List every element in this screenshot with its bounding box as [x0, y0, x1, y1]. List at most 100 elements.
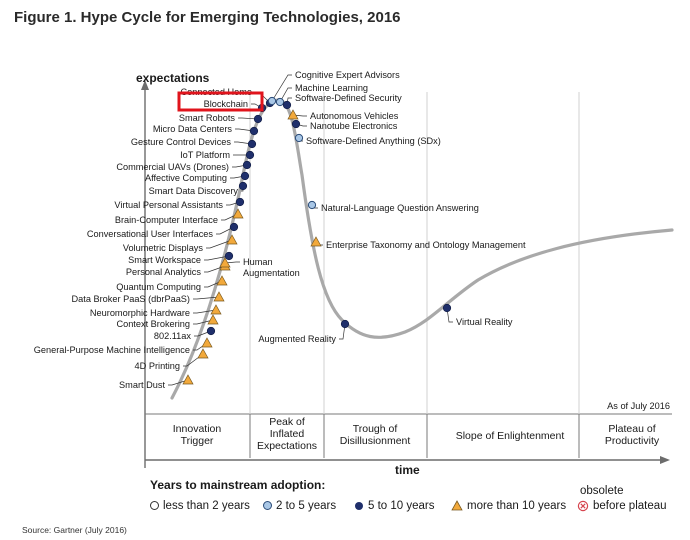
- legend-label: before plateau: [593, 500, 667, 513]
- circle-marker-software-defined-anything-sdx: [294, 133, 304, 143]
- tech-label-volumetric-displays: Volumetric Displays: [123, 243, 204, 253]
- tech-label-quantum-computing: Quantum Computing: [116, 282, 201, 292]
- tech-label-802-11ax: 802.11ax: [154, 331, 192, 341]
- circle-marker-micro-data-centers: [249, 126, 259, 136]
- legend-item-2-to-5: 2 to 5 years: [263, 500, 336, 512]
- phase-label-4: Slope of Enlightenment: [456, 430, 565, 442]
- triangle-marker-volumetric-displays: [226, 234, 238, 245]
- orange-triangle-icon: [451, 500, 463, 511]
- tech-label-smart-data-discovery: Smart Data Discovery: [149, 186, 239, 196]
- tech-label-iot-platform: IoT Platform: [180, 150, 230, 160]
- circle-marker-virtual-reality: [442, 303, 452, 313]
- legend-label: less than 2 years: [163, 500, 250, 512]
- legend-item-5-to-10: 5 to 10 years: [355, 500, 434, 512]
- phase-label-2: Peak of: [269, 416, 305, 428]
- phase-label-3: Trough of: [353, 423, 398, 435]
- triangle-marker-brain-computer-interface: [232, 208, 244, 219]
- triangle-marker-4d-printing: [197, 348, 209, 359]
- circle-marker-cognitive-expert-advisors: [267, 96, 277, 106]
- circle-marker-augmented-reality: [340, 319, 350, 329]
- triangle-marker-enterprise-taxonomy-and-ontology-management: [310, 236, 322, 247]
- legend-title: Years to mainstream adoption:: [150, 478, 326, 492]
- legend-item-less-than-2: less than 2 years: [150, 500, 250, 512]
- tech-label-smart-workspace: Smart Workspace: [128, 255, 201, 265]
- triangle-marker-general-purpose-machine-intelligence: [201, 337, 213, 348]
- phase-label-2: Expectations: [257, 440, 317, 452]
- leader-virtual-reality: [446, 307, 453, 323]
- tech-label-blockchain: Blockchain: [204, 99, 248, 109]
- circle-marker-conversational-user-interfaces: [229, 222, 239, 232]
- phase-label-2: Inflated: [270, 428, 305, 440]
- leader-machine-learning: [279, 87, 292, 103]
- circle-marker-commercial-uavs-drones: [242, 160, 252, 170]
- leader-brain-computer-interface: [221, 213, 239, 221]
- tech-label-context-brokering: Context Brokering: [116, 319, 190, 329]
- leader-data-broker-paas-dbrpaas: [193, 296, 220, 300]
- dark-blue-circle-icon: [355, 501, 363, 510]
- tech-label-software-defined-security: Software-Defined Security: [295, 93, 402, 103]
- legend-label: 2 to 5 years: [276, 500, 337, 512]
- tech-label-affective-computing: Affective Computing: [145, 173, 227, 183]
- circle-marker-machine-learning: [275, 97, 285, 107]
- legend-label: more than 10 years: [467, 500, 567, 512]
- tech-label-neuromorphic-hardware: Neuromorphic Hardware: [90, 308, 190, 318]
- leader-smart-workspace: [204, 255, 230, 261]
- tech-label-nanotube-electronics: Nanotube Electronics: [310, 121, 398, 131]
- legend-item-obsolete: before plateau: [577, 500, 667, 512]
- circle-marker-802-11ax: [206, 326, 216, 336]
- leader-quantum-computing: [204, 280, 223, 288]
- phase-label-1: Trigger: [181, 435, 214, 447]
- tech-label-brain-computer-interface: Brain-Computer Interface: [115, 215, 218, 225]
- blockchain-highlight-box: [177, 91, 264, 112]
- circle-marker-iot-platform: [245, 150, 255, 160]
- circle-marker-software-defined-security: [282, 100, 292, 110]
- circle-marker-natural-language-question-answering: [307, 200, 317, 210]
- triangle-marker-context-brokering: [207, 314, 219, 325]
- tech-label-enterprise-taxonomy-and-ontology-management: Enterprise Taxonomy and Ontology Managem…: [326, 240, 526, 250]
- circle-marker-smart-robots: [253, 114, 263, 124]
- legend-item-more-than-10: more than 10 years: [451, 500, 566, 512]
- leader-human-augmentation: [224, 261, 240, 264]
- circle-marker-gesture-control-devices: [247, 139, 257, 149]
- leader-gesture-control-devices: [234, 141, 253, 145]
- source-note: Source: Gartner (July 2016): [22, 525, 127, 535]
- triangle-marker-data-broker-paas-dbrpaas: [213, 291, 225, 302]
- hollow-circle-icon: [150, 501, 159, 511]
- circle-marker-smart-data-discovery: [238, 181, 248, 191]
- circle-marker-nanotube-electronics: [291, 119, 301, 129]
- phase-label-5: Productivity: [605, 435, 660, 447]
- tech-label-smart-dust: Smart Dust: [119, 380, 165, 390]
- leader-micro-data-centers: [235, 128, 255, 132]
- figure-title: Figure 1. Hype Cycle for Emerging Techno…: [14, 9, 401, 26]
- legend-label: 5 to 10 years: [368, 500, 435, 512]
- tech-label-cognitive-expert-advisors: Cognitive Expert Advisors: [295, 70, 400, 80]
- tech-label-human-augmentation: Human Augmentation: [243, 257, 300, 278]
- leader-volumetric-displays: [206, 239, 233, 249]
- phase-dividers-lower: [249, 414, 580, 458]
- leader-personal-analytics: [204, 265, 226, 273]
- red-x-circle-icon: [577, 500, 589, 512]
- tech-label-data-broker-paas-dbrpaas: Data Broker PaaS (dbrPaaS): [72, 294, 190, 304]
- leader-augmented-reality: [339, 323, 346, 340]
- phase-label-5: Plateau of: [608, 423, 655, 435]
- leader-context-brokering: [193, 319, 214, 325]
- x-axis-arrow-icon: [660, 456, 670, 464]
- x-axis-label: time: [395, 463, 420, 477]
- phase-label-3: Disillusionment: [340, 435, 411, 447]
- circle-marker-affective-computing: [240, 171, 250, 181]
- tech-label-software-defined-anything-sdx: Software-Defined Anything (SDx): [306, 136, 441, 146]
- tech-label-autonomous-vehicles: Autonomous Vehicles: [310, 111, 399, 121]
- triangle-marker-quantum-computing: [216, 275, 228, 286]
- triangle-marker-human-augmentation: [219, 257, 231, 268]
- leader-smart-dust: [168, 379, 189, 386]
- tech-label-personal-analytics: Personal Analytics: [126, 267, 201, 277]
- tech-label-conversational-user-interfaces: Conversational User Interfaces: [87, 229, 214, 239]
- y-axis-label: expectations: [136, 71, 210, 85]
- leader-smart-robots: [238, 117, 259, 120]
- leader-conversational-user-interfaces: [216, 226, 235, 235]
- tech-label-commercial-uavs-drones: Commercial UAVs (Drones): [116, 162, 229, 172]
- triangle-marker-neuromorphic-hardware: [210, 304, 222, 315]
- phase-label-1: Innovation: [173, 423, 222, 435]
